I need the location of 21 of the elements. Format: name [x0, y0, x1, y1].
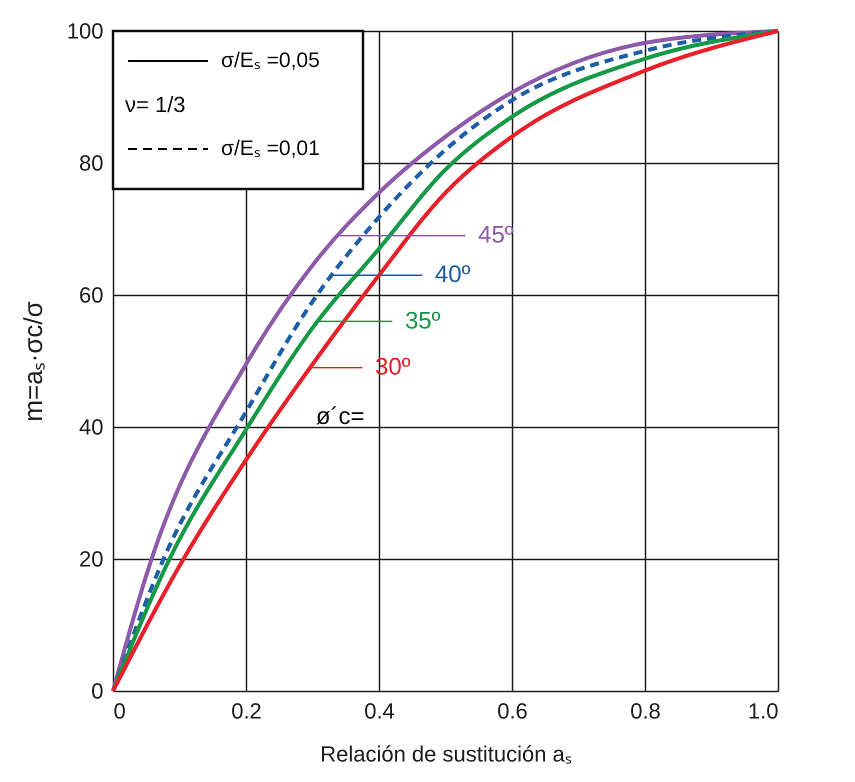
line-series — [111, 29, 780, 693]
x-tick-label: 0.8 — [630, 698, 661, 724]
y-tick-label: 100 — [66, 18, 104, 44]
legend-title: ν= 1/3 — [125, 92, 186, 117]
y-tick-label: 60 — [79, 282, 104, 308]
x-tick-label: 1.0 — [748, 698, 778, 724]
annotation: σ/Eₛ =0,01 — [221, 137, 320, 160]
y-tick-label: 20 — [79, 546, 104, 572]
x-tick-label: 0.6 — [497, 698, 528, 724]
x-tick-label: 0 — [114, 698, 126, 724]
annotation: ø´c= — [316, 403, 364, 430]
y-tick-label: 0 — [91, 678, 104, 704]
y-tick-label: 40 — [79, 414, 104, 440]
x-tick-label: 0.4 — [364, 698, 395, 724]
y-axis-title: m=aₛ·σc/σ — [18, 301, 48, 422]
legend-label: 35º — [404, 307, 441, 334]
legend-label: 40º — [434, 261, 471, 288]
x-tick-label: 0.2 — [231, 698, 262, 724]
y-tick-label: 80 — [79, 150, 104, 176]
x-axis-title: Relación de sustitución aₛ — [320, 742, 572, 766]
annotation: σ/Eₛ =0,05 — [221, 49, 320, 72]
